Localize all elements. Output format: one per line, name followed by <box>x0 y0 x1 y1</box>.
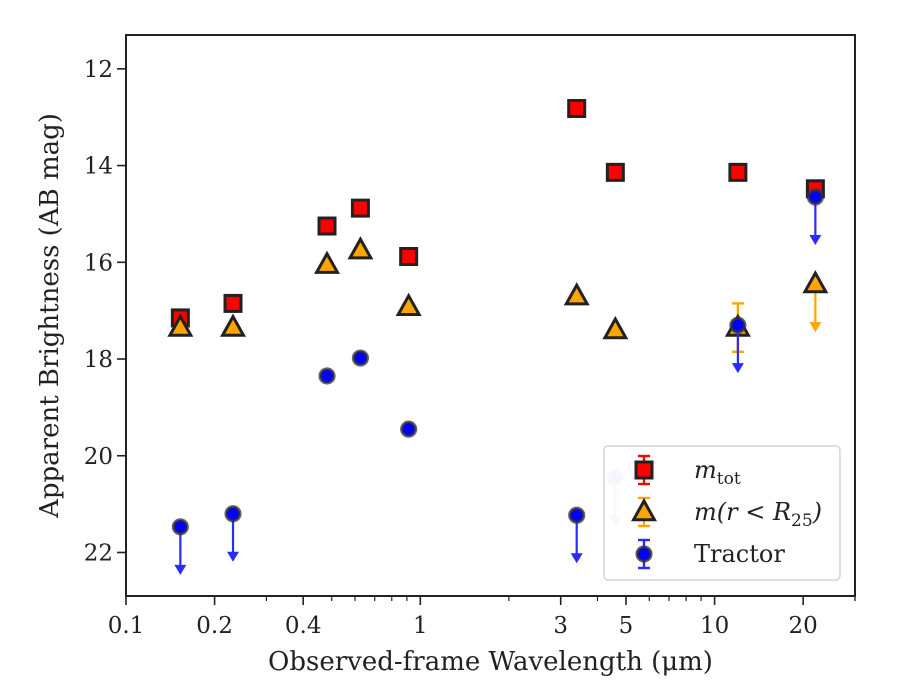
x-tick-label: 1 <box>413 613 428 639</box>
square-marker <box>567 99 587 119</box>
y-axis-label: Apparent Brightness (AB mag) <box>35 113 65 519</box>
data-point <box>728 162 748 182</box>
arrow-head <box>809 322 822 333</box>
triangle-marker <box>602 315 629 340</box>
plot-frame <box>125 34 856 597</box>
triangle-marker <box>314 250 341 274</box>
arrow-head <box>809 235 822 246</box>
data-point <box>314 250 341 274</box>
triangle-marker <box>802 269 829 294</box>
data-point <box>602 315 629 340</box>
x-tick-label: 5 <box>619 613 634 639</box>
triangle-marker <box>630 497 658 522</box>
data-point <box>347 236 374 260</box>
circle-marker <box>400 420 418 438</box>
arrow-head <box>731 363 744 374</box>
data-point <box>220 313 247 337</box>
x-tick-label: 3 <box>553 613 568 639</box>
series-triangle <box>167 236 829 353</box>
data-point <box>171 518 189 575</box>
x-tick-label: 0.1 <box>108 613 145 639</box>
x-tick-label: 10 <box>700 613 729 639</box>
circle-marker <box>318 367 336 385</box>
data-point <box>802 269 829 333</box>
data-point <box>605 162 625 182</box>
triangle-marker <box>563 282 590 306</box>
y-tick-label: 22 <box>84 540 113 566</box>
triangle-marker <box>167 313 194 337</box>
series-square <box>170 99 825 328</box>
data-point <box>806 188 824 246</box>
legend: mtot m(r < R25) Tractor <box>603 445 841 581</box>
square-marker <box>317 216 337 236</box>
x-tick-label: 0.4 <box>285 613 322 639</box>
data-point <box>167 313 194 337</box>
data-point <box>351 349 370 367</box>
arrow-head <box>174 564 187 575</box>
circle-marker <box>729 316 747 334</box>
data-point <box>224 505 242 562</box>
circle-marker <box>806 188 824 206</box>
data-point <box>400 420 418 438</box>
axis-ticks: 0.1 0.2 0.4 1 3 5 10 20 12 14 16 18 20 22 <box>84 57 856 639</box>
legend-entry: Tractor <box>635 538 785 570</box>
legend-label: Tractor <box>694 540 785 568</box>
triangle-marker <box>220 313 247 337</box>
data-point <box>563 282 590 306</box>
square-marker <box>728 162 748 182</box>
arrow-head <box>227 551 240 562</box>
y-tick-label: 16 <box>84 250 113 276</box>
legend-label: mtot <box>694 456 741 489</box>
y-tick-label: 20 <box>84 444 113 470</box>
triangle-marker <box>347 236 374 260</box>
data-point <box>399 246 419 266</box>
square-marker <box>399 246 419 266</box>
data-point <box>317 216 337 236</box>
y-tick-label: 14 <box>84 154 113 180</box>
circle-marker <box>224 505 242 523</box>
data-point <box>318 367 336 385</box>
legend-entry: m(r < R25) <box>630 496 822 531</box>
square-marker <box>350 198 370 218</box>
circle-marker <box>568 506 586 524</box>
data-point <box>568 506 586 564</box>
legend-entry: mtot <box>634 454 741 489</box>
data-point <box>223 293 243 313</box>
data-point <box>350 198 370 218</box>
x-tick-label: 0.2 <box>196 613 233 639</box>
legend-box <box>603 445 841 581</box>
square-marker <box>605 162 625 182</box>
data-point <box>395 292 422 316</box>
x-tick-label: 20 <box>789 613 818 639</box>
y-tick-label: 12 <box>84 57 113 83</box>
arrow-head <box>570 553 583 564</box>
data-point <box>729 316 747 374</box>
square-marker <box>223 293 243 313</box>
triangle-marker <box>395 292 422 316</box>
data-point <box>567 99 587 119</box>
x-axis-label: Observed-frame Wavelength (μm) <box>268 647 713 677</box>
legend-label: m(r < R25) <box>694 498 822 531</box>
y-tick-label: 18 <box>84 347 113 373</box>
circle-marker <box>171 518 189 536</box>
square-marker <box>634 460 654 480</box>
circle-marker <box>635 545 653 563</box>
circle-marker <box>351 349 370 367</box>
